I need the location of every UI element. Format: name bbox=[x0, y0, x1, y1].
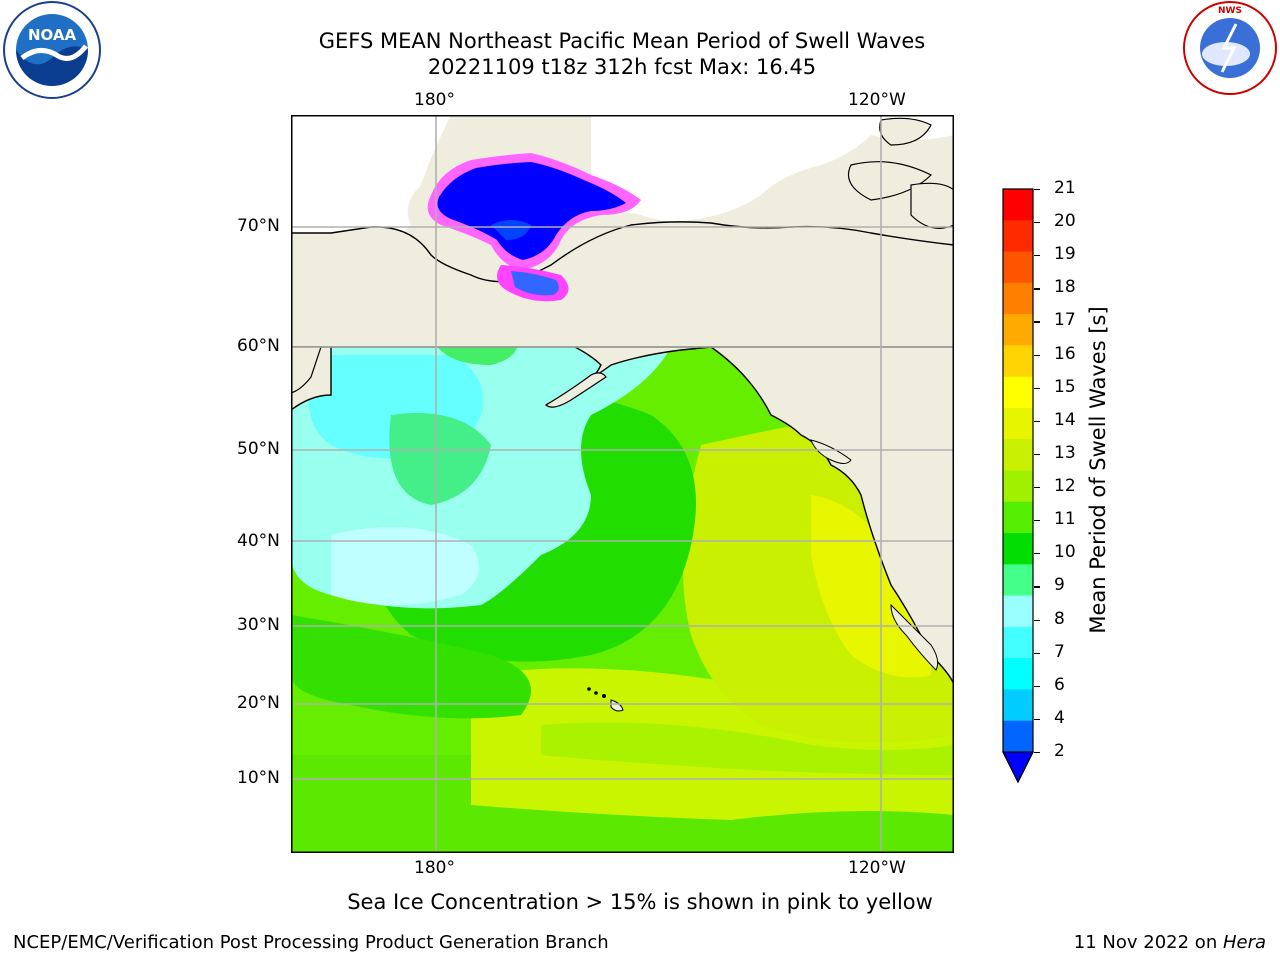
colorbar-tick-label: 19 bbox=[1054, 244, 1076, 265]
colorbar-tick-mark bbox=[1034, 189, 1040, 191]
colorbar-segment bbox=[1003, 595, 1033, 628]
colorbar-tick-mark bbox=[1034, 453, 1040, 456]
colorbar-tick-mark bbox=[1034, 354, 1040, 356]
colorbar-tick-label: 18 bbox=[1054, 277, 1076, 298]
colorbar-segment bbox=[1003, 314, 1033, 346]
colorbar-segment bbox=[1003, 720, 1033, 753]
colorbar-extend-arrow bbox=[1002, 751, 1034, 784]
colorbar-segment bbox=[1003, 345, 1033, 378]
colorbar-segment bbox=[1003, 564, 1033, 597]
colorbar-segment bbox=[1003, 220, 1033, 253]
footer-left: NCEP/EMC/Verification Post Processing Pr… bbox=[13, 932, 609, 953]
colorbar-tick-label: 2 bbox=[1054, 741, 1065, 761]
colorbar-tick-mark bbox=[1034, 387, 1040, 389]
colorbar-segment bbox=[1003, 439, 1033, 471]
colorbar-tick-label: 15 bbox=[1054, 376, 1076, 397]
noaa-logo: NOAA bbox=[0, 0, 104, 104]
colorbar-segment bbox=[1003, 407, 1033, 440]
colorbar-tick-label: 6 bbox=[1054, 674, 1065, 695]
colorbar-tick-mark bbox=[1034, 586, 1040, 588]
colorbar-segment bbox=[1003, 282, 1033, 315]
sea-ice-note: Sea Ice Concentration > 15% is shown in … bbox=[347, 890, 933, 914]
lat-label-20n: 20°N bbox=[237, 693, 280, 713]
colorbar-tick-label: 16 bbox=[1054, 343, 1076, 364]
colorbar-tick-label: 8 bbox=[1054, 608, 1065, 629]
lat-label-10n: 10°N bbox=[237, 768, 280, 788]
colorbar-tick-label: 14 bbox=[1054, 409, 1076, 430]
colorbar-segment bbox=[1003, 658, 1033, 690]
lat-label-60n: 60°N bbox=[237, 336, 280, 356]
colorbar-tick-label: 13 bbox=[1054, 442, 1076, 463]
lon-label-bottom-180: 180° bbox=[414, 858, 455, 878]
colorbar-tick-mark bbox=[1034, 420, 1040, 422]
colorbar-segment bbox=[1003, 470, 1033, 503]
lon-label-top-180: 180° bbox=[414, 90, 455, 110]
colorbar-tick-mark bbox=[1034, 718, 1040, 721]
colorbar-tick-mark bbox=[1034, 520, 1040, 522]
footer-date: 11 Nov 2022 on bbox=[1073, 932, 1223, 953]
colorbar-tick-label: 20 bbox=[1054, 211, 1076, 232]
colorbar-tick-mark bbox=[1034, 255, 1040, 257]
colorbar-segment bbox=[1003, 533, 1033, 565]
chart-subtitle: 20221109 t18z 312h fcst Max: 16.45 bbox=[427, 55, 817, 79]
colorbar-tick-label: 11 bbox=[1054, 509, 1076, 530]
colorbar-tick-mark bbox=[1034, 553, 1040, 555]
colorbar-tick-mark bbox=[1034, 321, 1040, 323]
lat-label-40n: 40°N bbox=[237, 531, 280, 551]
colorbar-tick-mark bbox=[1034, 652, 1040, 654]
lon-label-bottom-120w: 120°W bbox=[848, 858, 906, 878]
svg-text:NWS: NWS bbox=[1218, 6, 1242, 16]
graticule bbox=[291, 115, 954, 853]
noaa-logo-text: NOAA bbox=[28, 26, 77, 44]
lon-label-top-120w: 120°W bbox=[848, 90, 906, 110]
colorbar-tick-label: 12 bbox=[1054, 476, 1076, 497]
colorbar-tick-label: 4 bbox=[1054, 707, 1065, 728]
footer-host: Hera bbox=[1222, 932, 1266, 953]
colorbar-segment bbox=[1003, 501, 1033, 534]
colorbar-tick-mark bbox=[1034, 752, 1040, 754]
colorbar-tick-label: 21 bbox=[1054, 178, 1076, 198]
colorbar-segment bbox=[1003, 189, 1033, 221]
colorbar-tick-label: 10 bbox=[1054, 542, 1076, 563]
hawaii-islands bbox=[587, 687, 624, 712]
colorbar-segment bbox=[1003, 689, 1033, 722]
colorbar-label: Mean Period of Swell Waves [s] bbox=[1086, 306, 1110, 634]
nws-logo: NWS bbox=[1180, 0, 1280, 100]
colorbar-tick-label: 17 bbox=[1054, 310, 1076, 331]
colorbar-segment bbox=[1003, 626, 1033, 659]
colorbar-tick-mark bbox=[1034, 288, 1040, 290]
colorbar-tick-mark bbox=[1034, 685, 1040, 687]
map-panel bbox=[291, 115, 954, 853]
lat-label-70n: 70°N bbox=[237, 216, 280, 236]
colorbar-segment bbox=[1003, 376, 1033, 409]
lat-label-30n: 30°N bbox=[237, 615, 280, 635]
colorbar-segment bbox=[1003, 251, 1033, 284]
colorbar-tick-label: 7 bbox=[1054, 641, 1065, 662]
colorbar-tick-mark bbox=[1034, 619, 1040, 621]
colorbar-tick-label: 9 bbox=[1054, 575, 1065, 596]
footer-right: 11 Nov 2022 on Hera bbox=[1074, 932, 1266, 953]
chart-title: GEFS MEAN Northeast Pacific Mean Period … bbox=[318, 29, 926, 53]
lat-label-50n: 50°N bbox=[237, 439, 280, 459]
colorbar-tick-mark bbox=[1034, 487, 1040, 489]
colorbar-tick-mark bbox=[1034, 222, 1040, 224]
colorbar bbox=[1002, 188, 1034, 784]
